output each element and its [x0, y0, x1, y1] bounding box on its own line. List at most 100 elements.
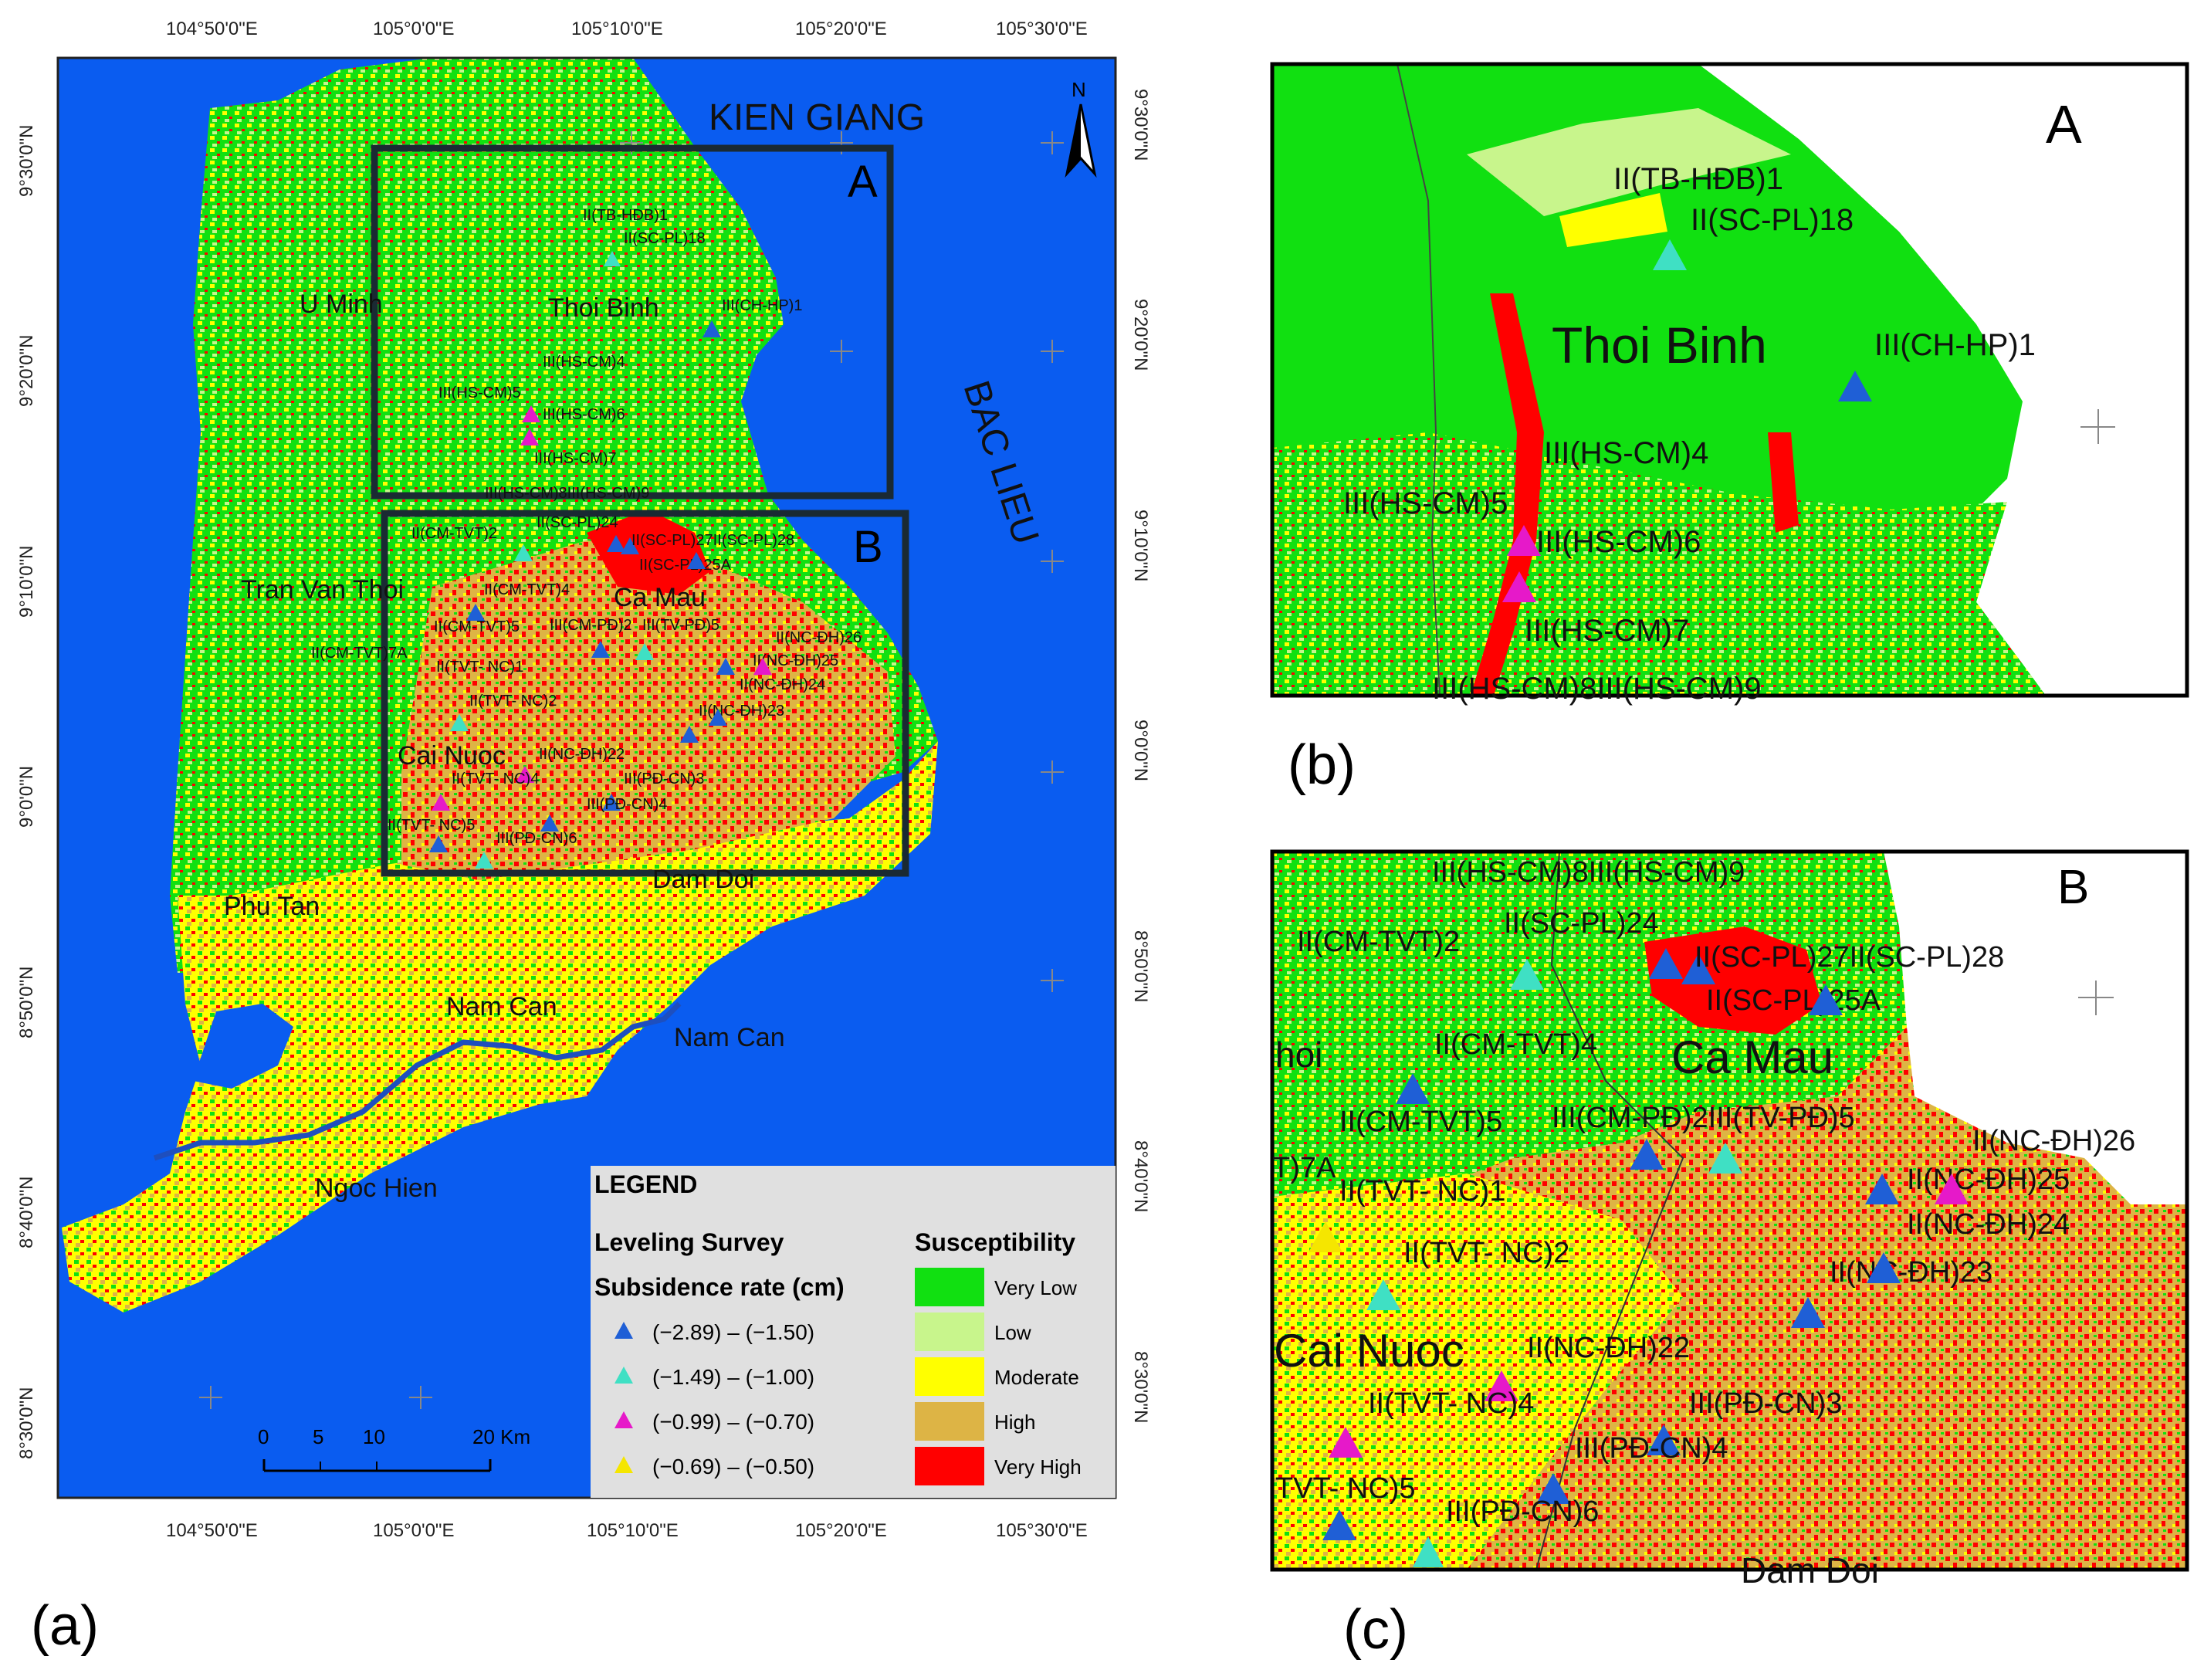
panel-b-graticule [2080, 409, 2115, 444]
station-label: II(CM-TVT)2 [411, 525, 497, 542]
station-label: III(PĐ-CN)6 [1446, 1495, 1599, 1528]
station-label: II(SC-PL)24 [537, 514, 618, 531]
panel-c-graticule [2078, 981, 2114, 1015]
lat-label: 9°20'0"N [1130, 299, 1151, 371]
lon-label: 105°10'0"E [571, 19, 663, 39]
station-label: III(CM-PĐ)2III(TV-PĐ)5 [1552, 1102, 1855, 1134]
station-marker [1502, 571, 1536, 602]
panel-c-camau-red [1644, 926, 1822, 1035]
station-marker [1935, 1174, 1969, 1204]
station-label: II(TVT- NC)5 [388, 817, 475, 834]
caption-c: (c) [1343, 1599, 1408, 1661]
station-label: II(TVT- NC)1 [436, 659, 523, 676]
legend-rate-symbol [614, 1411, 633, 1428]
station-marker [1647, 1424, 1681, 1455]
scale-tick: 0 [258, 1425, 269, 1448]
legend-swatch-low [915, 1312, 984, 1351]
station-label: II(CM-TVT)5 [434, 618, 520, 635]
panel-c-border [1535, 851, 1684, 1570]
lat-label: 9°0'0"N [16, 766, 37, 828]
lat-label: 8°30'0"N [1130, 1351, 1151, 1423]
station-label: II(CM-TVT)7A [311, 645, 408, 662]
legend-class-label: High [994, 1411, 1035, 1434]
bay-inlet [193, 1004, 293, 1089]
legend-class-label: Low [994, 1321, 1031, 1344]
lat-label: 8°50'0"N [16, 967, 37, 1038]
station-marker [516, 766, 534, 783]
legend-rate-label: (−0.69) – (−0.50) [652, 1455, 814, 1478]
station-marker [466, 604, 485, 621]
station-label: III(HS-CM)8III(HS-CM)9 [485, 485, 649, 502]
station-label: II(TB-HĐB)1 [583, 207, 668, 224]
panel-a-frame [56, 56, 1117, 1499]
station-label: II(NC-ĐH)23 [699, 703, 784, 720]
legend-swatch-very-low [915, 1268, 984, 1306]
station-label: III(PĐ-CN)3 [624, 771, 704, 788]
lon-label: 105°20'0"E [795, 1520, 887, 1541]
panel-c-yellow-west [1272, 1174, 1683, 1570]
legend-class-label: Very High [994, 1455, 1082, 1478]
station-marker [1649, 948, 1683, 979]
station-marker [1396, 1073, 1430, 1104]
station-label: II(SC-PL)24 [1504, 907, 1659, 940]
lat-label: 8°40'0"N [16, 1177, 37, 1248]
province-label: KIEN GIANG [709, 97, 925, 138]
legend-rate-label: (−2.89) – (−1.50) [652, 1320, 814, 1344]
station-label: II(SC-PL)25A [639, 557, 732, 574]
station-label: II(NC-ĐH)22 [1527, 1332, 1690, 1364]
station-marker [716, 658, 735, 675]
legend-rate-label: (−1.49) – (−1.00) [652, 1365, 814, 1389]
lat-label: 8°40'0"N [1130, 1140, 1151, 1212]
district-label: Cai Nuoc [398, 741, 506, 771]
district-label: U Minh [300, 290, 383, 319]
station-label: III(HS-CM)6 [543, 406, 625, 423]
legend-susceptibility-title: Susceptibility [915, 1228, 1075, 1256]
lat-label: 9°0'0"N [1130, 720, 1151, 781]
station-label: II(NC-ĐH)22 [539, 746, 625, 763]
station-marker [703, 320, 721, 337]
panel-c-frame [1270, 849, 2189, 1572]
station-label: II(CM-TVT)4 [484, 581, 570, 598]
station-marker [1309, 1221, 1342, 1252]
station-label: III(HS-CM)5 [438, 384, 521, 401]
station-marker [475, 852, 493, 869]
panel-c-district: Cai Nuoc [1274, 1325, 1464, 1377]
station-label: II(TVT- NC)4 [452, 771, 539, 788]
station-label: III(PĐ-CN)4 [587, 796, 667, 813]
land-camau-core [587, 510, 710, 594]
station-marker [1681, 953, 1715, 984]
station-label: II(CM-TVT)4 [1434, 1028, 1597, 1061]
legend-rate-symbol [614, 1322, 633, 1339]
panel-a-map: A B 104°50'0"E 105°0'0"E 105°10'0"E 105°… [16, 19, 1151, 1541]
lat-label: 8°30'0"N [16, 1387, 37, 1459]
district-label: Thoi Binh [548, 293, 659, 323]
station-marker [1791, 1297, 1825, 1328]
station-marker [514, 544, 533, 561]
station-marker [607, 535, 625, 552]
panel-b-map: A Thoi Binh II(TB-HĐB)1 II(SC-PL)18 III(… [1270, 62, 2189, 706]
station-label: II(NC-ĐH)23 [1830, 1256, 1992, 1289]
legend-swatch-moderate [915, 1357, 984, 1396]
station-label: III(TV-PĐ)5 [642, 617, 719, 634]
caption-b: (b) [1288, 734, 1356, 796]
scale-tick: 20 Km [472, 1425, 530, 1448]
legend-rate-symbol [614, 1456, 633, 1473]
panel-c-district: Ca Mau [1671, 1031, 1833, 1083]
panel-c-letter: B [2057, 861, 2089, 914]
station-label: II(SC-PL)27II(SC-PL)28 [1694, 941, 2004, 974]
legend-class-label: Moderate [994, 1366, 1079, 1389]
station-label: II(NC-ĐH)24 [1907, 1208, 2070, 1241]
zoom-box-a-label: A [848, 157, 878, 207]
panel-b-letter: A [2046, 94, 2082, 154]
station-label: II(NC-ĐH)24 [740, 676, 825, 693]
legend-rate-symbol [614, 1367, 633, 1384]
lat-label: 9°30'0"N [16, 125, 37, 197]
station-label: III(HS-CM)4 [543, 354, 625, 371]
station-marker [621, 537, 639, 554]
station-label: II(SC-PL)25A [1706, 984, 1881, 1017]
station-label: II(NC-ĐH)26 [776, 629, 862, 646]
station-label: III(CM-PĐ)2 [550, 617, 632, 634]
station-marker [1809, 984, 1843, 1015]
station-marker [635, 643, 654, 660]
